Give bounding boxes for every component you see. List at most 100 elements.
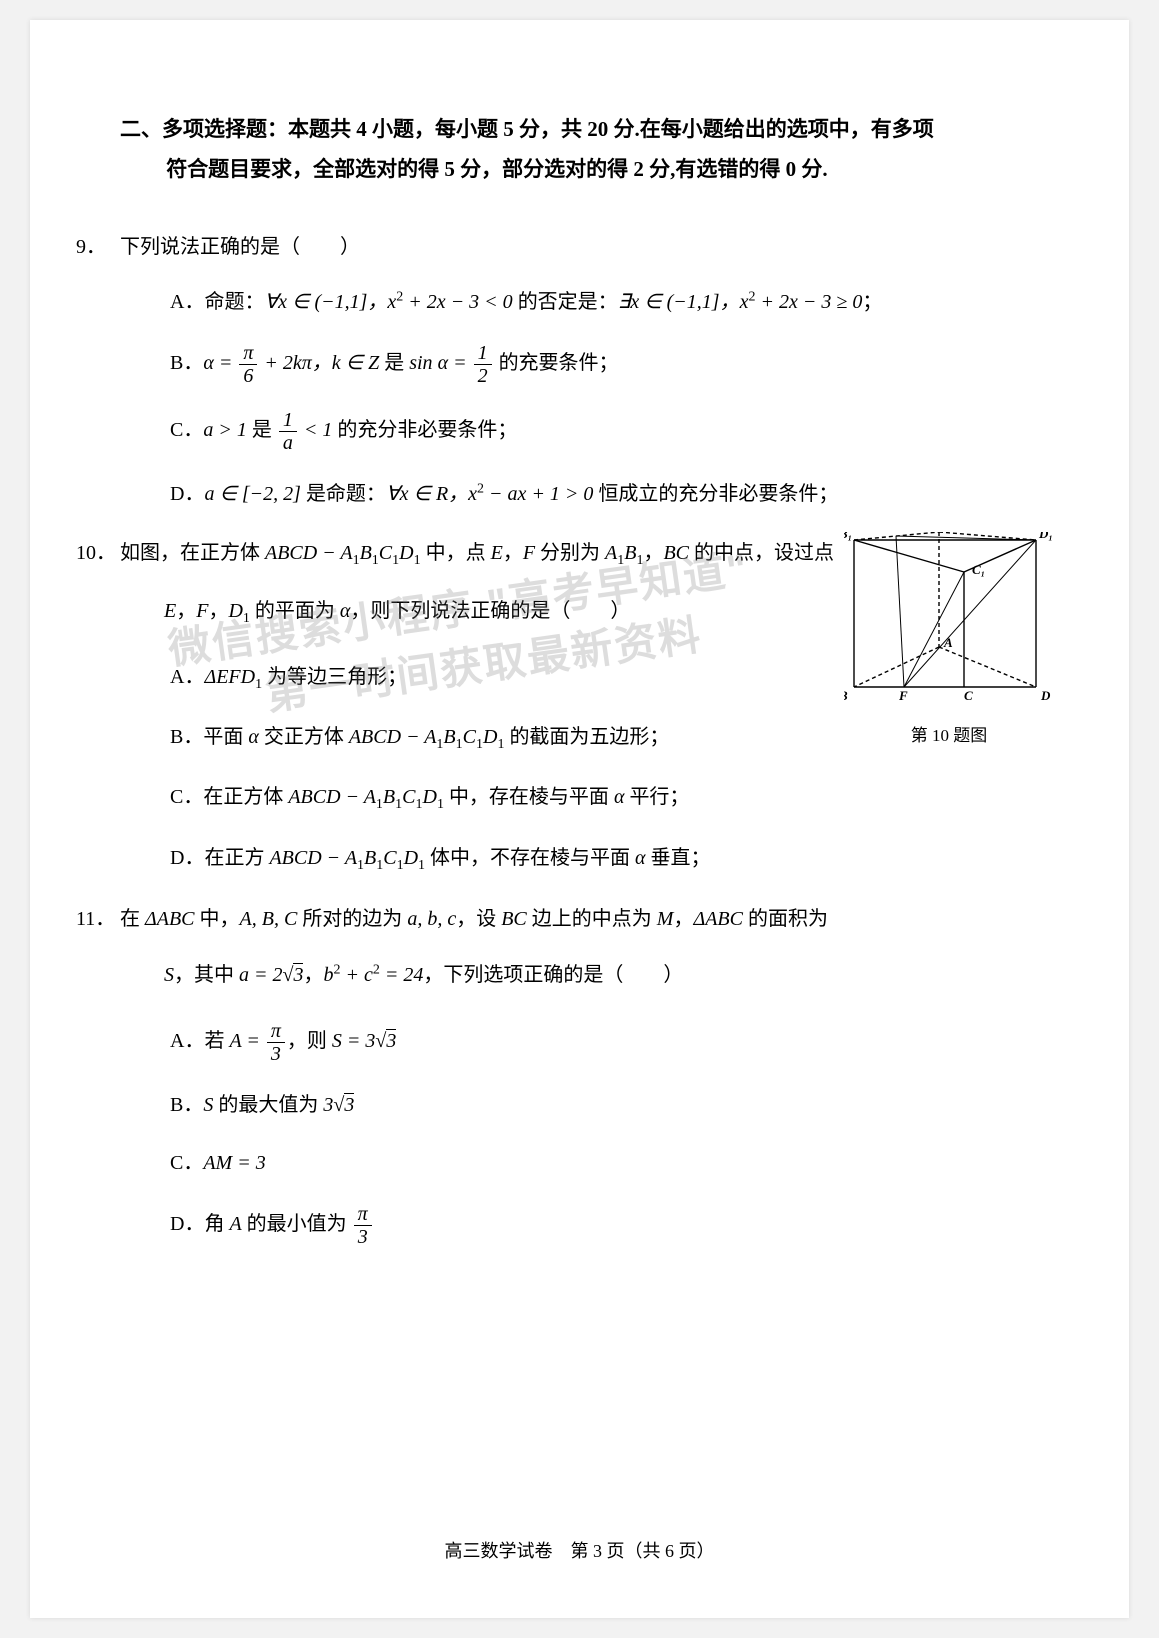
- page-footer: 高三数学试卷 第 3 页（共 6 页）: [30, 1537, 1129, 1563]
- q11-abc: a, b, c: [407, 908, 456, 930]
- q10-d-mid: 体中，不存在棱与平面: [425, 847, 635, 869]
- q11-pre: 在: [120, 908, 145, 930]
- q11-c-label: C．: [170, 1152, 203, 1174]
- q10-c-label: C．: [170, 786, 203, 808]
- q10-c-end: 平行；: [624, 786, 689, 808]
- q11-a-math1: A = π3: [229, 1030, 286, 1052]
- q9-b-math: α = π6 + 2kπ，k ∈ Z: [203, 352, 379, 374]
- figure-caption: 第 10 题图: [829, 721, 1069, 746]
- q11-l2-c: ，: [303, 964, 323, 986]
- question-11: 11．在 ΔABC 中，A, B, C 所对的边为 a, b, c，设 BC 边…: [120, 900, 1049, 1248]
- q10-option-c: C．在正方体 ABCD − A1B1C1D1 中，存在棱与平面 α 平行；: [120, 779, 770, 817]
- q10-E2: E: [164, 600, 176, 622]
- q11-mid4: 边上的中点为: [527, 908, 657, 930]
- q9-d-math1: a ∈ [−2, 2]: [204, 483, 300, 505]
- q10-A1B1: A1B1: [605, 542, 643, 564]
- q9-option-a: A．命题：∀x ∈ (−1,1]，x2 + 2x − 3 < 0 的否定是：∃x…: [120, 284, 1049, 320]
- q9-d-end: 恒成立的充分非必要条件；: [593, 483, 838, 505]
- q9-c-end: 的充分非必要条件；: [332, 419, 517, 441]
- q11-l2-mid1: ，其中: [174, 964, 239, 986]
- q9-c-frac: 1a < 1: [277, 419, 333, 441]
- q11-b-label: B．: [170, 1094, 203, 1116]
- q10-b-end: 的截面为五边形；: [504, 726, 669, 748]
- q11-b-mid: 的最大值为: [213, 1094, 323, 1116]
- q11-c-math: AM = 3: [203, 1152, 265, 1174]
- q10-d-alpha: α: [635, 847, 646, 869]
- svg-text:D₁: D₁: [1038, 532, 1053, 541]
- q11-BC: BC: [501, 908, 527, 930]
- q9-stem: 下列说法正确的是（ ）: [120, 236, 360, 258]
- q10-b-pre: 平面: [203, 726, 248, 748]
- q9-b-math2: sin α = 12: [409, 352, 493, 374]
- q10-d-end: 垂直；: [646, 847, 711, 869]
- q10-c2: ，: [643, 542, 663, 564]
- q11-option-a: A．若 A = π3，则 S = 3√3: [120, 1020, 1049, 1065]
- q9-option-c: C．a > 1 是 1a < 1 的充分非必要条件；: [120, 409, 1049, 454]
- q10-c-cube: ABCD − A1B1C1D1: [288, 786, 444, 808]
- q9-a-pre: 命题：: [204, 291, 264, 313]
- q10-a-label: A．: [170, 666, 204, 688]
- svg-text:D: D: [1040, 688, 1051, 703]
- svg-text:B₁: B₁: [844, 532, 852, 541]
- q10-F2: F: [196, 600, 208, 622]
- q10-d-pre: 在正方: [204, 847, 269, 869]
- q11-a-label: A．: [170, 1030, 204, 1052]
- q9-d-math2: ∀x ∈ R，x2 − ax + 1 > 0: [386, 483, 594, 505]
- q11-option-b: B．S 的最大值为 3√3: [120, 1087, 1049, 1123]
- cube-diagram: B₁A₁D₁C₁EBADFC: [844, 532, 1054, 712]
- q10-alpha: α: [340, 600, 351, 622]
- svg-text:F: F: [898, 688, 908, 703]
- q11-d-A: A: [229, 1213, 241, 1235]
- q10-a-math: ΔEFD1: [204, 666, 262, 688]
- q11-bc: b2 + c2 = 24: [323, 964, 423, 986]
- q9-a-label: A．: [170, 291, 204, 313]
- question-9: 9．下列说法正确的是（ ） A．命题：∀x ∈ (−1,1]，x2 + 2x −…: [120, 228, 1049, 512]
- q11-d-label: D．: [170, 1213, 204, 1235]
- q11-tri2: ΔABC: [693, 908, 743, 930]
- q11-l2-end: ，下列选项正确的是（ ）: [423, 964, 683, 986]
- q9-a-end: ；: [862, 291, 882, 313]
- q11-option-c: C．AM = 3: [120, 1145, 1049, 1181]
- svg-text:C₁: C₁: [972, 562, 985, 577]
- exam-page: 二、多项选择题：本题共 4 小题，每小题 5 分，共 20 分.在每小题给出的选…: [30, 20, 1129, 1618]
- q10-a-end: 为等边三角形；: [262, 666, 407, 688]
- q10-stem-cube: ABCD − A1B1C1D1: [265, 542, 421, 564]
- section-header: 二、多项选择题：本题共 4 小题，每小题 5 分，共 20 分.在每小题给出的选…: [120, 110, 1049, 190]
- q11-a-math2: S = 3√3: [332, 1029, 396, 1052]
- q9-option-d: D．a ∈ [−2, 2] 是命题：∀x ∈ R，x2 − ax + 1 > 0…: [120, 476, 1049, 512]
- q10-E: E: [491, 542, 503, 564]
- q10-b-label: B．: [170, 726, 203, 748]
- q11-a-pre: 若: [204, 1030, 229, 1052]
- q11-b-S: S: [203, 1094, 213, 1116]
- q10-stem-pre: 如图，在正方体: [120, 542, 265, 564]
- svg-text:A: A: [943, 635, 953, 650]
- q11-d-pre: 角: [204, 1213, 229, 1235]
- svg-text:B: B: [844, 688, 848, 703]
- q10-mid2: 分别为: [535, 542, 605, 564]
- q11-ABC: A, B, C: [240, 908, 298, 930]
- q10-c-pre: 在正方体: [203, 786, 288, 808]
- q10-mid1: 中，点: [421, 542, 491, 564]
- q10-mid3: 的中点，设过点: [689, 542, 834, 564]
- q9-b-label: B．: [170, 352, 203, 374]
- q11-b-val: 3√3: [323, 1093, 354, 1116]
- q9-d-mid: 是命题：: [301, 483, 386, 505]
- q9-option-b: B．α = π6 + 2kπ，k ∈ Z 是 sin α = 12 的充要条件；: [120, 342, 1049, 387]
- q10-c4: ，: [208, 600, 228, 622]
- q9-c-math1: a > 1: [203, 419, 247, 441]
- q11-mid5: ，: [673, 908, 693, 930]
- q11-mid1: 中，: [195, 908, 240, 930]
- q11-d-frac: π3: [352, 1213, 374, 1235]
- q10-b-mid: 交正方体: [259, 726, 349, 748]
- q10-mid4: 的平面为: [250, 600, 340, 622]
- q9-a-math2: ∃x ∈ (−1,1]，x2 + 2x − 3 ≥ 0: [618, 291, 863, 313]
- q10-option-b: B．平面 α 交正方体 ABCD − A1B1C1D1 的截面为五边形；: [120, 719, 770, 757]
- section-header-line1: 二、多项选择题：本题共 4 小题，每小题 5 分，共 20 分.在每小题给出的选…: [120, 117, 934, 141]
- q10-b-alpha: α: [248, 726, 259, 748]
- q9-a-math1: ∀x ∈ (−1,1]，x2 + 2x − 3 < 0: [264, 291, 512, 313]
- q10-d-label: D．: [170, 847, 204, 869]
- q9-b-mid: 是: [379, 352, 409, 374]
- q9-c-mid: 是: [247, 419, 277, 441]
- q11-M: M: [657, 908, 674, 930]
- q10-D1: D1: [228, 600, 249, 622]
